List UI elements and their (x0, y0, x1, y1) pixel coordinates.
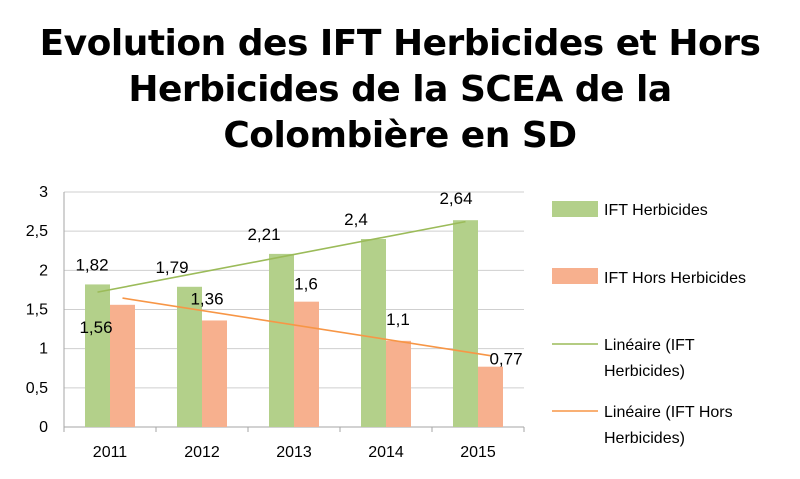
legend-label-trend-hors-herbicides-line-1: Linéaire (IFT Hors (604, 404, 733, 421)
legend-label-trend-hors-herbicides-line-2: Herbicides) (604, 430, 685, 447)
chart-title-line-3: Colombière en SD (223, 115, 577, 156)
bar-ift-herbicides (453, 220, 478, 427)
x-tick-label: 2012 (184, 444, 220, 461)
legend-label-trend-herbicides-line-2: Herbicides) (604, 363, 685, 380)
trendline-ift-herbicides (97, 220, 466, 293)
bar-ift-herbicides (269, 253, 294, 427)
y-tick-label: 1,5 (26, 302, 48, 319)
bar-ift-hors-herbicides (110, 304, 135, 427)
data-label-ift-herbicides: 1,79 (155, 258, 188, 277)
chart-title-line-2: Herbicides de la SCEA de la (128, 69, 672, 110)
x-tick-label: 2015 (460, 444, 496, 461)
legend-swatch-ift-hors-herbicides (552, 268, 598, 284)
bar-ift-herbicides (361, 239, 386, 427)
data-label-ift-herbicides: 2,4 (344, 210, 368, 229)
y-tick-label: 1 (39, 341, 48, 358)
x-tick-label: 2013 (276, 444, 312, 461)
bar-ift-hors-herbicides (202, 320, 227, 427)
trendline-ift-hors-herbicides (122, 297, 491, 357)
x-tick-label: 2014 (368, 444, 404, 461)
data-label-ift-herbicides: 1,82 (75, 255, 108, 274)
data-label-ift-herbicides: 2,21 (247, 225, 280, 244)
legend-label-trend-herbicides-line-1: Linéaire (IFT (604, 337, 695, 354)
data-label-ift-herbicides: 2,64 (439, 189, 472, 208)
y-tick-label: 3 (39, 184, 48, 201)
chart-title-line-1: Evolution des IFT Herbicides et Hors (39, 23, 761, 64)
y-tick-label: 0 (39, 419, 48, 436)
data-label-ift-hors-herbicides: 1,56 (79, 318, 112, 337)
data-label-ift-hors-herbicides: 1,36 (190, 289, 223, 308)
legend-swatch-ift-herbicides (552, 201, 598, 217)
legend-label-ift-hors-herbicides: IFT Hors Herbicides (604, 270, 746, 287)
bar-ift-hors-herbicides (478, 366, 503, 427)
y-tick-label: 2,5 (26, 223, 48, 240)
data-label-ift-hors-herbicides: 0,77 (489, 350, 522, 369)
bar-ift-hors-herbicides (386, 340, 411, 427)
y-tick-label: 0,5 (26, 380, 48, 397)
bar-ift-hors-herbicides (294, 301, 319, 427)
y-tick-label: 2 (39, 262, 48, 279)
bar-ift-herbicides (85, 284, 110, 427)
legend-label-ift-herbicides: IFT Herbicides (604, 202, 708, 219)
x-tick-label: 2011 (93, 444, 128, 461)
data-label-ift-hors-herbicides: 1,6 (294, 275, 318, 294)
data-label-ift-hors-herbicides: 1,1 (386, 310, 410, 329)
